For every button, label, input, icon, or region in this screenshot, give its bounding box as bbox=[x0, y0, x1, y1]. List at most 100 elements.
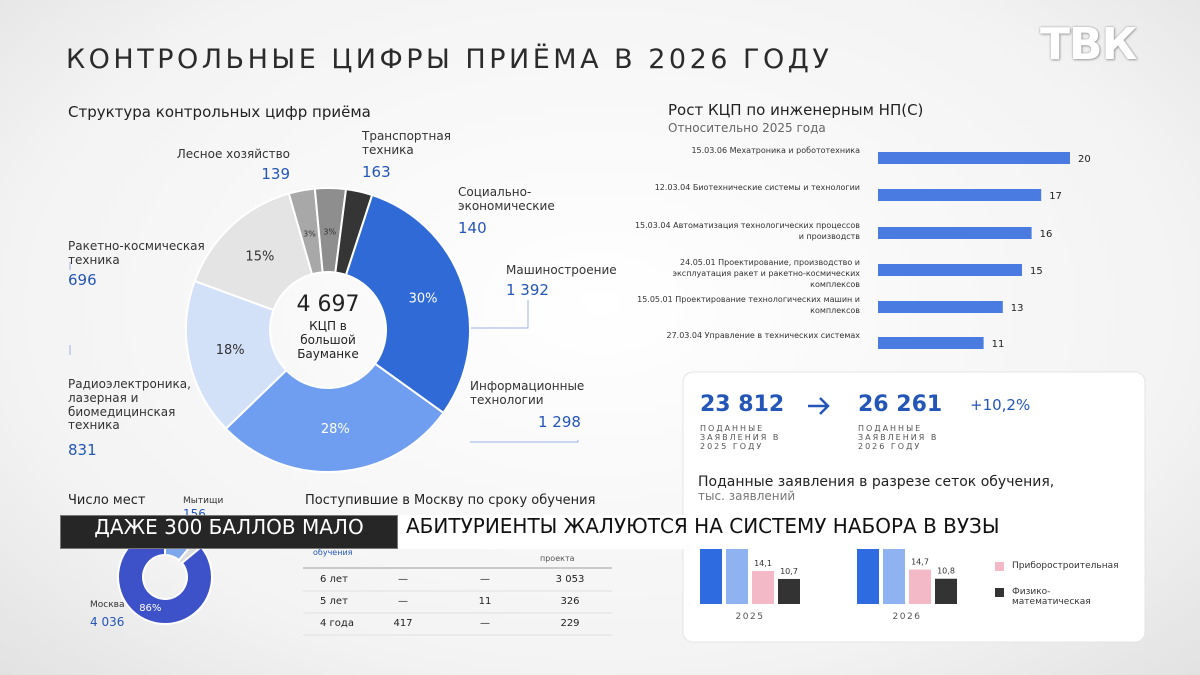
bar-value: 15 bbox=[1030, 266, 1043, 277]
table-cell: — bbox=[398, 574, 408, 585]
bar bbox=[878, 189, 1042, 201]
segment-label: 15% bbox=[245, 249, 274, 264]
ticker-tag: ДАЖЕ 300 БАЛЛОВ МАЛО bbox=[60, 515, 398, 549]
value-label: 140 bbox=[458, 219, 487, 237]
center-value: 4 697 bbox=[296, 292, 360, 317]
chart-title: Число мест bbox=[68, 493, 146, 508]
legend-label: Физико-математическая bbox=[1012, 587, 1091, 608]
bar bbox=[857, 540, 879, 604]
category-label: Социально-экономические bbox=[458, 185, 555, 213]
bar bbox=[752, 571, 774, 604]
category-label: Москва bbox=[90, 600, 125, 610]
value-label: 1 392 bbox=[506, 281, 549, 299]
bar-category: 12.03.04 Биотехнические системы и технол… bbox=[654, 183, 860, 192]
table-cell: 4 года bbox=[320, 618, 354, 629]
stat-caption: ПОДАННЫЕ ЗАЯВЛЕНИЯ В 2026 ГОДУ bbox=[858, 424, 939, 452]
logo: ТВК bbox=[1040, 19, 1138, 70]
x-tick-label: 2025 bbox=[736, 612, 765, 622]
bar-value: 10,7 bbox=[780, 567, 798, 576]
bar bbox=[909, 569, 931, 604]
category-label: Мытищи bbox=[183, 496, 224, 506]
value-label: 831 bbox=[68, 441, 97, 459]
bar-value: 20 bbox=[1078, 154, 1091, 165]
bar-value: 14,1 bbox=[754, 559, 772, 568]
segment-label: 3% bbox=[344, 230, 357, 239]
chart-title: Поданные заявления в разрезе сеток обуче… bbox=[698, 474, 1055, 490]
category-label: Информационные технологии bbox=[470, 379, 585, 407]
stat-change: +10,2% bbox=[970, 396, 1031, 414]
value-label: 4 036 bbox=[90, 615, 125, 629]
table-header: проекта bbox=[540, 554, 575, 563]
donut-segment bbox=[193, 192, 314, 312]
bar-category: 27.03.04 Управление в технических систем… bbox=[666, 331, 860, 340]
bar-category: 24.05.01 Проектирование, производство и … bbox=[672, 258, 860, 289]
table-title: Поступившие в Москву по сроку обучения bbox=[305, 493, 596, 508]
table-cell: 229 bbox=[560, 618, 580, 629]
category-label: Ракетно-космическая техника bbox=[68, 239, 205, 267]
table-header: обучения bbox=[313, 548, 353, 557]
ticker-headline: АБИТУРИЕНТЫ ЖАЛУЮТСЯ НА СИСТЕМУ НАБОРА В… bbox=[398, 515, 1046, 549]
stats-card bbox=[682, 371, 1146, 643]
bar bbox=[883, 543, 905, 604]
legend-label: Приборостроительная bbox=[1012, 561, 1119, 571]
legend-swatch bbox=[995, 562, 1004, 571]
bar bbox=[726, 545, 748, 604]
leader-lines bbox=[69, 262, 579, 443]
category-label: Радиоэлектроника, лазерная и биомедицинс… bbox=[68, 377, 191, 433]
donut-segment bbox=[224, 362, 445, 473]
bar-value: 13 bbox=[1011, 303, 1024, 314]
value-label: 163 bbox=[362, 163, 391, 181]
bar bbox=[700, 543, 722, 604]
bar-value: 10,8 bbox=[937, 567, 955, 576]
segment-label: 18% bbox=[216, 343, 245, 358]
table-cell: 6 лет bbox=[320, 574, 348, 585]
x-tick-label: 2026 bbox=[893, 612, 922, 622]
bar bbox=[878, 152, 1070, 164]
chart-subtitle: Относительно 2025 года bbox=[668, 121, 826, 135]
bar bbox=[878, 301, 1003, 313]
chart-title: Структура контрольных цифр приёма bbox=[68, 103, 371, 121]
legend-swatch bbox=[995, 588, 1004, 597]
chart-title: Рост КЦП по инженерным НП(С) bbox=[668, 101, 924, 119]
center-label: КЦП в большой Бауманке bbox=[297, 319, 359, 361]
bar bbox=[878, 264, 1022, 276]
bar-value: 16 bbox=[1040, 229, 1053, 240]
page-title: КОНТРОЛЬНЫЕ ЦИФРЫ ПРИЁМА В 2026 ГОДУ bbox=[66, 44, 833, 75]
bar-category: 15.05.01 Проектирование технологических … bbox=[637, 295, 860, 315]
stat-caption: ПОДАННЫЕ ЗАЯВЛЕНИЯ В 2025 ГОДУ bbox=[700, 424, 781, 452]
segment-label: 3% bbox=[323, 228, 336, 237]
bar-category: 15.03.06 Мехатроника и робототехника bbox=[691, 146, 860, 155]
chart-subtitle: тыс. заявлений bbox=[698, 489, 796, 503]
bar-value: 17 bbox=[1049, 191, 1062, 202]
stat-from: 23 812 bbox=[700, 392, 785, 417]
segment-label: 3% bbox=[303, 229, 316, 238]
table-cell: 3 053 bbox=[555, 574, 585, 585]
table-cell: 326 bbox=[560, 596, 580, 607]
table-cell: 417 bbox=[393, 618, 413, 629]
donut-segment bbox=[185, 279, 288, 431]
segment-label: 86% bbox=[139, 603, 161, 614]
bar bbox=[778, 578, 800, 604]
table-cell: — bbox=[398, 596, 408, 607]
donut-segment bbox=[344, 193, 471, 415]
value-label: 139 bbox=[261, 165, 290, 183]
category-label: Транспортная техника bbox=[362, 129, 451, 157]
bar-value: 14,7 bbox=[911, 558, 929, 567]
segment-label: 30% bbox=[409, 291, 438, 306]
bar bbox=[935, 578, 957, 604]
category-label: Лесное хозяйство bbox=[176, 147, 290, 161]
bar-category: 15.03.04 Автоматизация технологических п… bbox=[634, 221, 860, 241]
table-cell: — bbox=[480, 574, 490, 585]
bar bbox=[878, 337, 984, 349]
arrow bbox=[808, 397, 830, 415]
table-cell: 5 лет bbox=[320, 596, 348, 607]
value-label: 1 298 bbox=[538, 413, 581, 431]
bar bbox=[878, 227, 1032, 239]
segment-label: 28% bbox=[321, 422, 350, 437]
category-label: Машиностроение bbox=[506, 263, 617, 277]
stat-to: 26 261 bbox=[858, 392, 943, 417]
bar-value: 11 bbox=[992, 339, 1005, 350]
